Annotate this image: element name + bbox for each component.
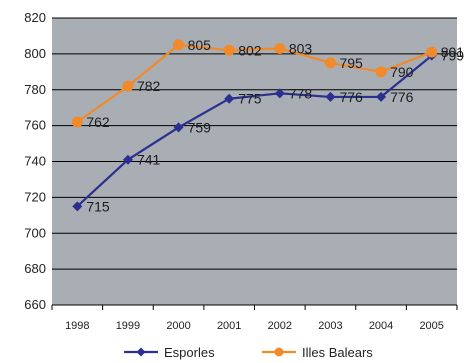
y-axis-ticks: 660 680 700 720 740 760 780 800 820 xyxy=(24,10,46,312)
series-markers xyxy=(71,39,438,212)
legend-marker xyxy=(136,347,146,357)
data-label: 759 xyxy=(188,119,212,135)
x-tick-label: 2003 xyxy=(318,320,342,332)
x-tick-label: 2005 xyxy=(419,320,443,332)
data-point xyxy=(72,201,83,212)
data-point xyxy=(122,154,133,165)
data-label: 762 xyxy=(86,114,110,130)
y-tick-label: 660 xyxy=(24,297,46,312)
legend-label: Esporles xyxy=(164,345,215,360)
data-label: 790 xyxy=(390,64,414,80)
data-point xyxy=(274,42,286,54)
data-labels: 715 741 759 775 778 776 776 799 762 782 805 802 803 7… xyxy=(86,37,464,214)
y-tick-label: 720 xyxy=(24,189,46,204)
x-tick-label: 1999 xyxy=(116,320,140,332)
data-label: 775 xyxy=(238,91,262,107)
series-lines xyxy=(76,43,433,208)
data-label: 801 xyxy=(441,44,465,60)
x-tick-label: 2000 xyxy=(166,320,190,332)
data-point xyxy=(375,66,387,78)
series-line xyxy=(76,54,433,208)
legend-label: Illes Balears xyxy=(302,345,373,360)
data-point xyxy=(223,44,235,56)
x-tick-label: 2001 xyxy=(217,320,241,332)
data-label: 795 xyxy=(339,55,363,71)
data-point xyxy=(71,116,83,128)
data-label: 782 xyxy=(137,78,161,94)
y-tick-label: 820 xyxy=(24,10,46,25)
data-label: 715 xyxy=(86,198,110,214)
data-point xyxy=(376,91,387,102)
y-tick-label: 780 xyxy=(24,82,46,97)
data-point xyxy=(224,93,235,104)
y-tick-label: 700 xyxy=(24,225,46,240)
y-tick-label: 740 xyxy=(24,154,46,169)
series-line xyxy=(76,43,433,123)
data-point xyxy=(426,46,438,58)
x-axis-ticks: 1998 1999 2000 2001 2002 2003 2004 2005 xyxy=(51,304,458,332)
legend-marker xyxy=(274,347,284,357)
data-label: 799 xyxy=(441,48,465,64)
data-label: 803 xyxy=(289,40,313,56)
data-point xyxy=(122,80,134,92)
data-point xyxy=(274,88,285,99)
data-label: 741 xyxy=(137,152,161,168)
y-tick-label: 800 xyxy=(24,46,46,61)
legend: Esporles Illes Balears xyxy=(124,345,373,360)
data-label: 776 xyxy=(390,89,414,105)
x-tick-label: 2002 xyxy=(268,320,292,332)
x-tick-label: 2004 xyxy=(369,320,393,332)
x-tick-label: 1998 xyxy=(65,320,89,332)
data-point xyxy=(324,57,336,69)
data-label: 802 xyxy=(238,42,262,58)
y-tick-label: 760 xyxy=(24,118,46,133)
data-point xyxy=(173,39,185,51)
y-tick-label: 680 xyxy=(24,261,46,276)
data-label: 778 xyxy=(289,85,313,101)
data-label: 776 xyxy=(339,89,363,105)
data-label: 805 xyxy=(188,37,212,53)
data-point xyxy=(173,122,184,133)
data-point xyxy=(325,91,336,102)
